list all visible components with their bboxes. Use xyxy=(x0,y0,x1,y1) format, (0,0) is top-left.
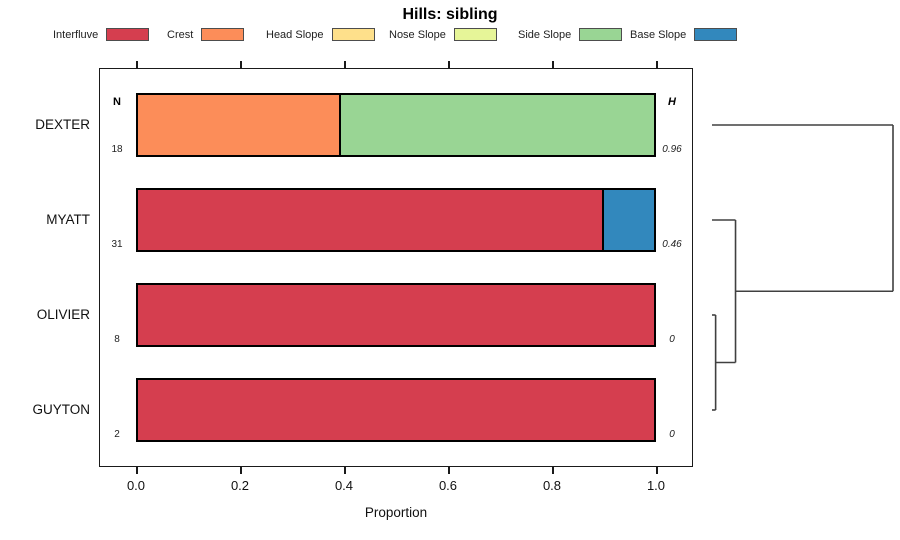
stacked-bar-olivier xyxy=(136,283,656,347)
bar-segment-interfluve xyxy=(138,380,654,440)
legend-item-side-slope: Side Slope xyxy=(518,26,623,43)
legend-color-swatch xyxy=(201,28,245,41)
legend-color-swatch xyxy=(106,28,150,41)
axis-tick-top xyxy=(136,61,138,68)
bar-segment-interfluve xyxy=(138,285,654,345)
axis-tick-bottom xyxy=(136,467,138,474)
bar-segment-side-slope xyxy=(339,95,654,155)
n-value: 18 xyxy=(111,144,123,155)
axis-tick-top xyxy=(240,61,242,68)
stacked-bar-myatt xyxy=(136,188,656,252)
h-value: 0 xyxy=(669,334,675,345)
h-value: 0.96 xyxy=(662,144,682,155)
n-column-header: N xyxy=(113,96,121,108)
legend-color-swatch xyxy=(694,28,738,41)
legend-item-crest: Crest xyxy=(167,26,245,43)
n-value: 2 xyxy=(114,429,120,440)
category-label-guyton: GUYTON xyxy=(32,402,90,417)
legend-item-label: Side Slope xyxy=(518,28,572,41)
category-label-dexter: DEXTER xyxy=(35,117,90,132)
axis-tick-bottom xyxy=(240,467,242,474)
stacked-bar-guyton xyxy=(136,378,656,442)
axis-tick-label: 1.0 xyxy=(646,478,666,493)
axis-tick-bottom xyxy=(656,467,658,474)
plot-area xyxy=(99,68,693,467)
chart-title: Hills: sibling xyxy=(402,6,498,23)
n-value: 8 xyxy=(114,334,120,345)
axis-tick-top xyxy=(552,61,554,68)
legend-color-swatch xyxy=(453,28,497,41)
legend-item-interfluve: Interfluve xyxy=(53,26,150,43)
category-label-olivier: OLIVIER xyxy=(36,307,90,322)
h-column-header: H xyxy=(668,96,676,108)
axis-tick-label: 0.2 xyxy=(230,478,250,493)
axis-tick-label: 0.6 xyxy=(438,478,458,493)
legend-color-swatch xyxy=(331,28,375,41)
axis-tick-top xyxy=(656,61,658,68)
legend-item-label: Nose Slope xyxy=(389,28,446,41)
legend-item-nose-slope: Nose Slope xyxy=(389,26,497,43)
bar-segment-interfluve xyxy=(138,190,603,250)
axis-tick-label: 0.4 xyxy=(334,478,354,493)
n-value: 31 xyxy=(111,239,123,250)
legend-color-swatch xyxy=(579,28,623,41)
legend-item-label: Base Slope xyxy=(630,28,687,41)
bar-segment-crest xyxy=(138,95,340,155)
legend-item-label: Crest xyxy=(167,28,194,41)
axis-tick-bottom xyxy=(344,467,346,474)
legend-item-label: Head Slope xyxy=(266,28,324,41)
x-axis-title: Proportion xyxy=(364,505,428,520)
legend-item-head-slope: Head Slope xyxy=(266,26,375,43)
category-label-myatt: MYATT xyxy=(46,212,90,227)
axis-tick-top xyxy=(344,61,346,68)
axis-tick-bottom xyxy=(552,467,554,474)
legend-item-base-slope: Base Slope xyxy=(630,26,738,43)
axis-tick-label: 0.8 xyxy=(542,478,562,493)
axis-tick-top xyxy=(448,61,450,68)
stacked-bar-dexter xyxy=(136,93,656,157)
legend-item-label: Interfluve xyxy=(53,28,99,41)
h-value: 0 xyxy=(669,429,675,440)
axis-tick-bottom xyxy=(448,467,450,474)
bar-segment-base-slope xyxy=(602,190,654,250)
h-value: 0.46 xyxy=(662,239,682,250)
axis-tick-label: 0.0 xyxy=(126,478,146,493)
